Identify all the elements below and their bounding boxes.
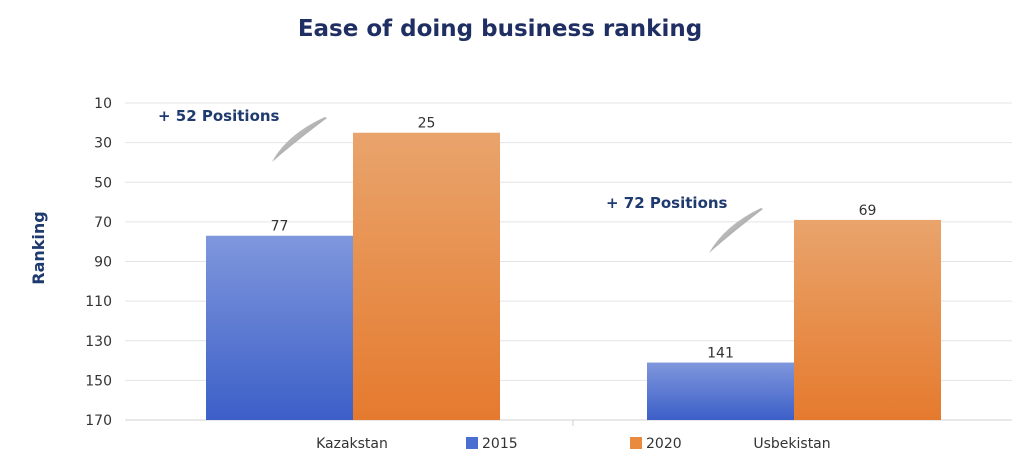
legend-swatch-2015 xyxy=(466,437,478,449)
legend: 2015 2020 xyxy=(466,436,682,452)
y-tick-label: 50 xyxy=(94,175,112,191)
annotation-kazakstan: + 52 Positions xyxy=(158,107,327,162)
y-axis-label: Ranking xyxy=(29,211,48,284)
data-label: 25 xyxy=(418,116,436,132)
category-labels: Kazakstan Usbekistan xyxy=(316,436,831,452)
bar-usbekistan-2020 xyxy=(794,219,941,420)
annotation-label: + 72 Positions xyxy=(606,194,728,212)
y-tick-label: 70 xyxy=(94,215,112,231)
y-tick-label: 130 xyxy=(85,334,112,350)
legend-label-2015: 2015 xyxy=(482,436,518,452)
bar-kazakstan-2015 xyxy=(206,235,353,420)
category-label: Usbekistan xyxy=(753,436,830,452)
bars xyxy=(206,132,941,420)
improvement-arrow-icon xyxy=(709,208,763,253)
data-label: 69 xyxy=(859,203,877,219)
bar-usbekistan-2015 xyxy=(647,362,794,420)
y-tick-label: 90 xyxy=(94,255,112,271)
chart-title: Ease of doing business ranking xyxy=(298,16,702,42)
bar-kazakstan-2020 xyxy=(353,132,500,420)
data-label: 77 xyxy=(271,219,289,235)
legend-label-2020: 2020 xyxy=(646,436,682,452)
y-tick-label: 10 xyxy=(94,96,112,112)
y-tick-label: 150 xyxy=(85,373,112,389)
y-tick-label: 110 xyxy=(85,294,112,310)
data-label: 141 xyxy=(707,346,734,362)
legend-swatch-2020 xyxy=(630,437,642,449)
annotation-label: + 52 Positions xyxy=(158,107,280,125)
improvement-arrow-icon xyxy=(272,117,327,162)
y-tick-labels: 10 30 50 70 90 110 130 150 170 xyxy=(85,96,112,429)
annotation-usbekistan: + 72 Positions xyxy=(606,194,763,253)
y-tick-label: 170 xyxy=(85,413,112,429)
data-labels: 77 25 141 69 xyxy=(271,116,877,362)
category-label: Kazakstan xyxy=(316,436,388,452)
y-tick-label: 30 xyxy=(94,136,112,152)
